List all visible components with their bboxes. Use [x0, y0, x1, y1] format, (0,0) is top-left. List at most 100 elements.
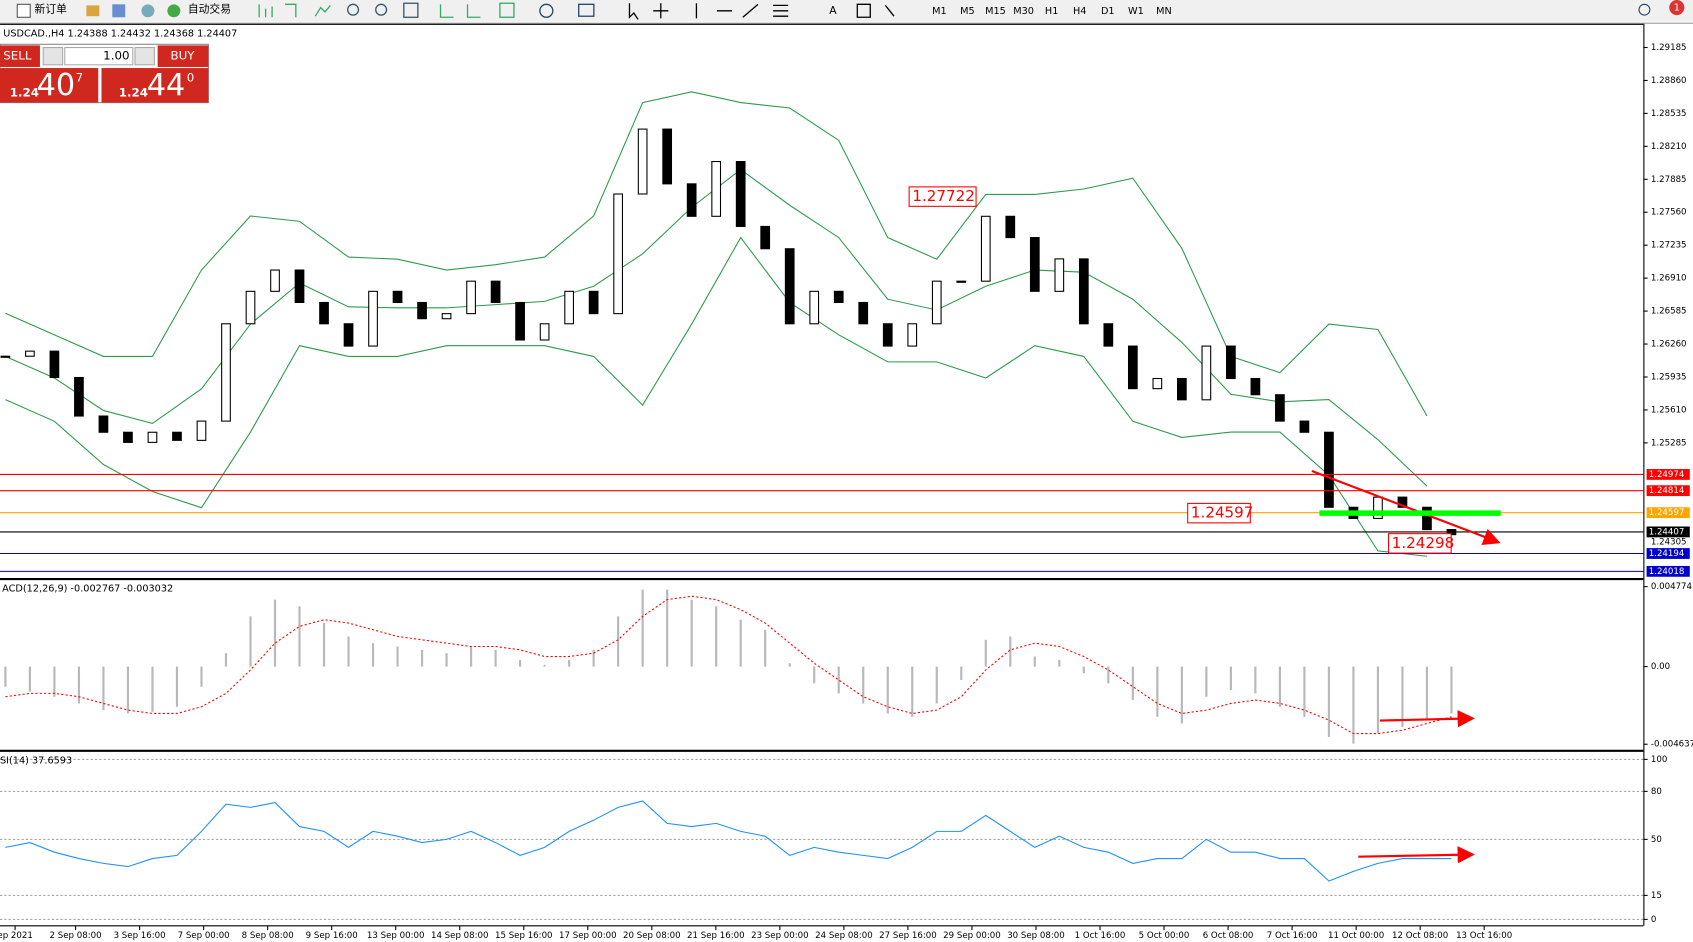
- macd-header: ACD(12,26,9) -0.002767 -0.003032: [2, 584, 173, 595]
- crosshair[interactable]: [653, 3, 669, 19]
- icon[interactable]: [86, 5, 100, 17]
- macd-bar: [1327, 666, 1330, 737]
- candle: [1078, 258, 1089, 325]
- macd-bar: [347, 636, 350, 667]
- sell-button[interactable]: [0, 45, 40, 67]
- text-tool[interactable]: A: [829, 4, 837, 17]
- macd-bar: [935, 666, 938, 704]
- x-tick-label: 29 Sep 00:00: [943, 931, 1001, 941]
- x-tick-label: 13 Sep 00:00: [367, 931, 425, 941]
- new-order-icon[interactable]: [16, 3, 31, 18]
- icon[interactable]: [112, 4, 126, 18]
- timeframe[interactable]: M1: [932, 6, 947, 17]
- periods[interactable]: [539, 3, 554, 18]
- macd-bar: [1278, 666, 1281, 707]
- sell-price-pips[interactable]: 40: [37, 68, 75, 103]
- buy-label[interactable]: BUY: [170, 49, 195, 63]
- macd-bar: [1376, 666, 1380, 734]
- x-tick-label: 23 Sep 00:00: [751, 931, 809, 941]
- tool[interactable]: [466, 4, 481, 18]
- draw-tools[interactable]: [695, 3, 789, 19]
- price-level-tag: [1646, 526, 1690, 538]
- macd-bar: [1352, 666, 1355, 744]
- tool[interactable]: [258, 4, 273, 18]
- candle: [123, 431, 133, 443]
- candle: [637, 128, 648, 195]
- tool[interactable]: [285, 3, 297, 18]
- candle: [882, 323, 893, 347]
- timeframe[interactable]: H1: [1045, 6, 1058, 17]
- tool[interactable]: [439, 4, 454, 18]
- auto-trading[interactable]: 自动交易: [188, 3, 231, 16]
- x-tick-label: 11 Oct 00:00: [1328, 931, 1384, 941]
- y-tick-label: 1.27885: [1651, 175, 1687, 185]
- candle: [147, 431, 158, 443]
- timeframe[interactable]: MN: [1156, 6, 1172, 17]
- macd-bar: [175, 666, 179, 707]
- candle: [858, 301, 869, 325]
- new-order[interactable]: 新订单: [35, 3, 68, 16]
- buy-price-big[interactable]: 1.24: [119, 85, 148, 99]
- sell-label[interactable]: SELL: [3, 49, 32, 63]
- zoom-in[interactable]: [347, 3, 360, 16]
- sell-price-big[interactable]: 1.24: [10, 85, 39, 99]
- sell-price-point[interactable]: 7: [76, 70, 84, 84]
- macd-bar: [102, 666, 105, 711]
- lot-up[interactable]: [134, 46, 155, 66]
- lot-value[interactable]: 1.00: [103, 49, 129, 63]
- macd-bar: [126, 666, 130, 714]
- candle: [1422, 506, 1432, 531]
- macd-bar: [4, 666, 7, 687]
- buy-button[interactable]: [157, 45, 209, 67]
- macd-bar: [151, 666, 154, 712]
- macd-bar: [568, 659, 571, 667]
- toolbar-bg: [0, 0, 1693, 22]
- candle: [784, 248, 795, 325]
- macd-bar: [322, 623, 326, 667]
- timeframe[interactable]: H4: [1073, 6, 1086, 17]
- buy-price-pips[interactable]: 44: [147, 68, 185, 103]
- search[interactable]: [1638, 3, 1651, 16]
- candle: [686, 183, 697, 217]
- templates[interactable]: [578, 3, 595, 17]
- timeframe[interactable]: M30: [1013, 6, 1034, 17]
- macd-bar: [1229, 666, 1232, 691]
- y-tick-label: 15: [1651, 891, 1662, 901]
- lot-down[interactable]: [42, 46, 64, 66]
- price-level-tag: [1646, 507, 1690, 519]
- sell-price-box[interactable]: [0, 68, 99, 103]
- auto-trading-icon[interactable]: [167, 4, 181, 18]
- macd-bar: [666, 589, 669, 667]
- notification-badge[interactable]: [1669, 0, 1685, 16]
- y-tick-label: 0: [1651, 915, 1656, 925]
- timeframe[interactable]: M15: [985, 6, 1006, 17]
- buy-price-point[interactable]: 0: [187, 70, 195, 84]
- bollinger-lower: [5, 236, 1428, 557]
- tile[interactable]: [403, 2, 419, 18]
- candle: [956, 280, 967, 283]
- timeframe[interactable]: M5: [960, 6, 975, 17]
- tool[interactable]: [314, 4, 331, 17]
- charts: 1.29185 1.28860 1.28535 1.28210 1.27885 1.275…: [0, 43, 1693, 941]
- cursor[interactable]: [628, 3, 639, 20]
- zoom-out[interactable]: [375, 3, 388, 16]
- candle: [809, 290, 820, 325]
- timeframe[interactable]: D1: [1101, 6, 1115, 17]
- timeframe[interactable]: W1: [1128, 6, 1144, 17]
- y-tick-label: 1.25285: [1651, 438, 1687, 448]
- macd-signal: [5, 595, 1452, 735]
- candle: [466, 280, 476, 315]
- indicators[interactable]: [499, 2, 515, 18]
- macd-bar: [715, 606, 718, 667]
- buy-price-box[interactable]: [101, 68, 209, 103]
- candle: [1324, 431, 1334, 508]
- price-level-tag: [1646, 485, 1690, 497]
- candle: [1127, 345, 1138, 390]
- macd-bar: [739, 619, 742, 667]
- lot-input[interactable]: [64, 46, 134, 66]
- draw-tools[interactable]: [856, 3, 895, 18]
- price-annotation: 1.27722: [912, 187, 974, 205]
- icon[interactable]: [141, 4, 155, 18]
- candle: [368, 290, 378, 347]
- macd-bar: [960, 666, 963, 680]
